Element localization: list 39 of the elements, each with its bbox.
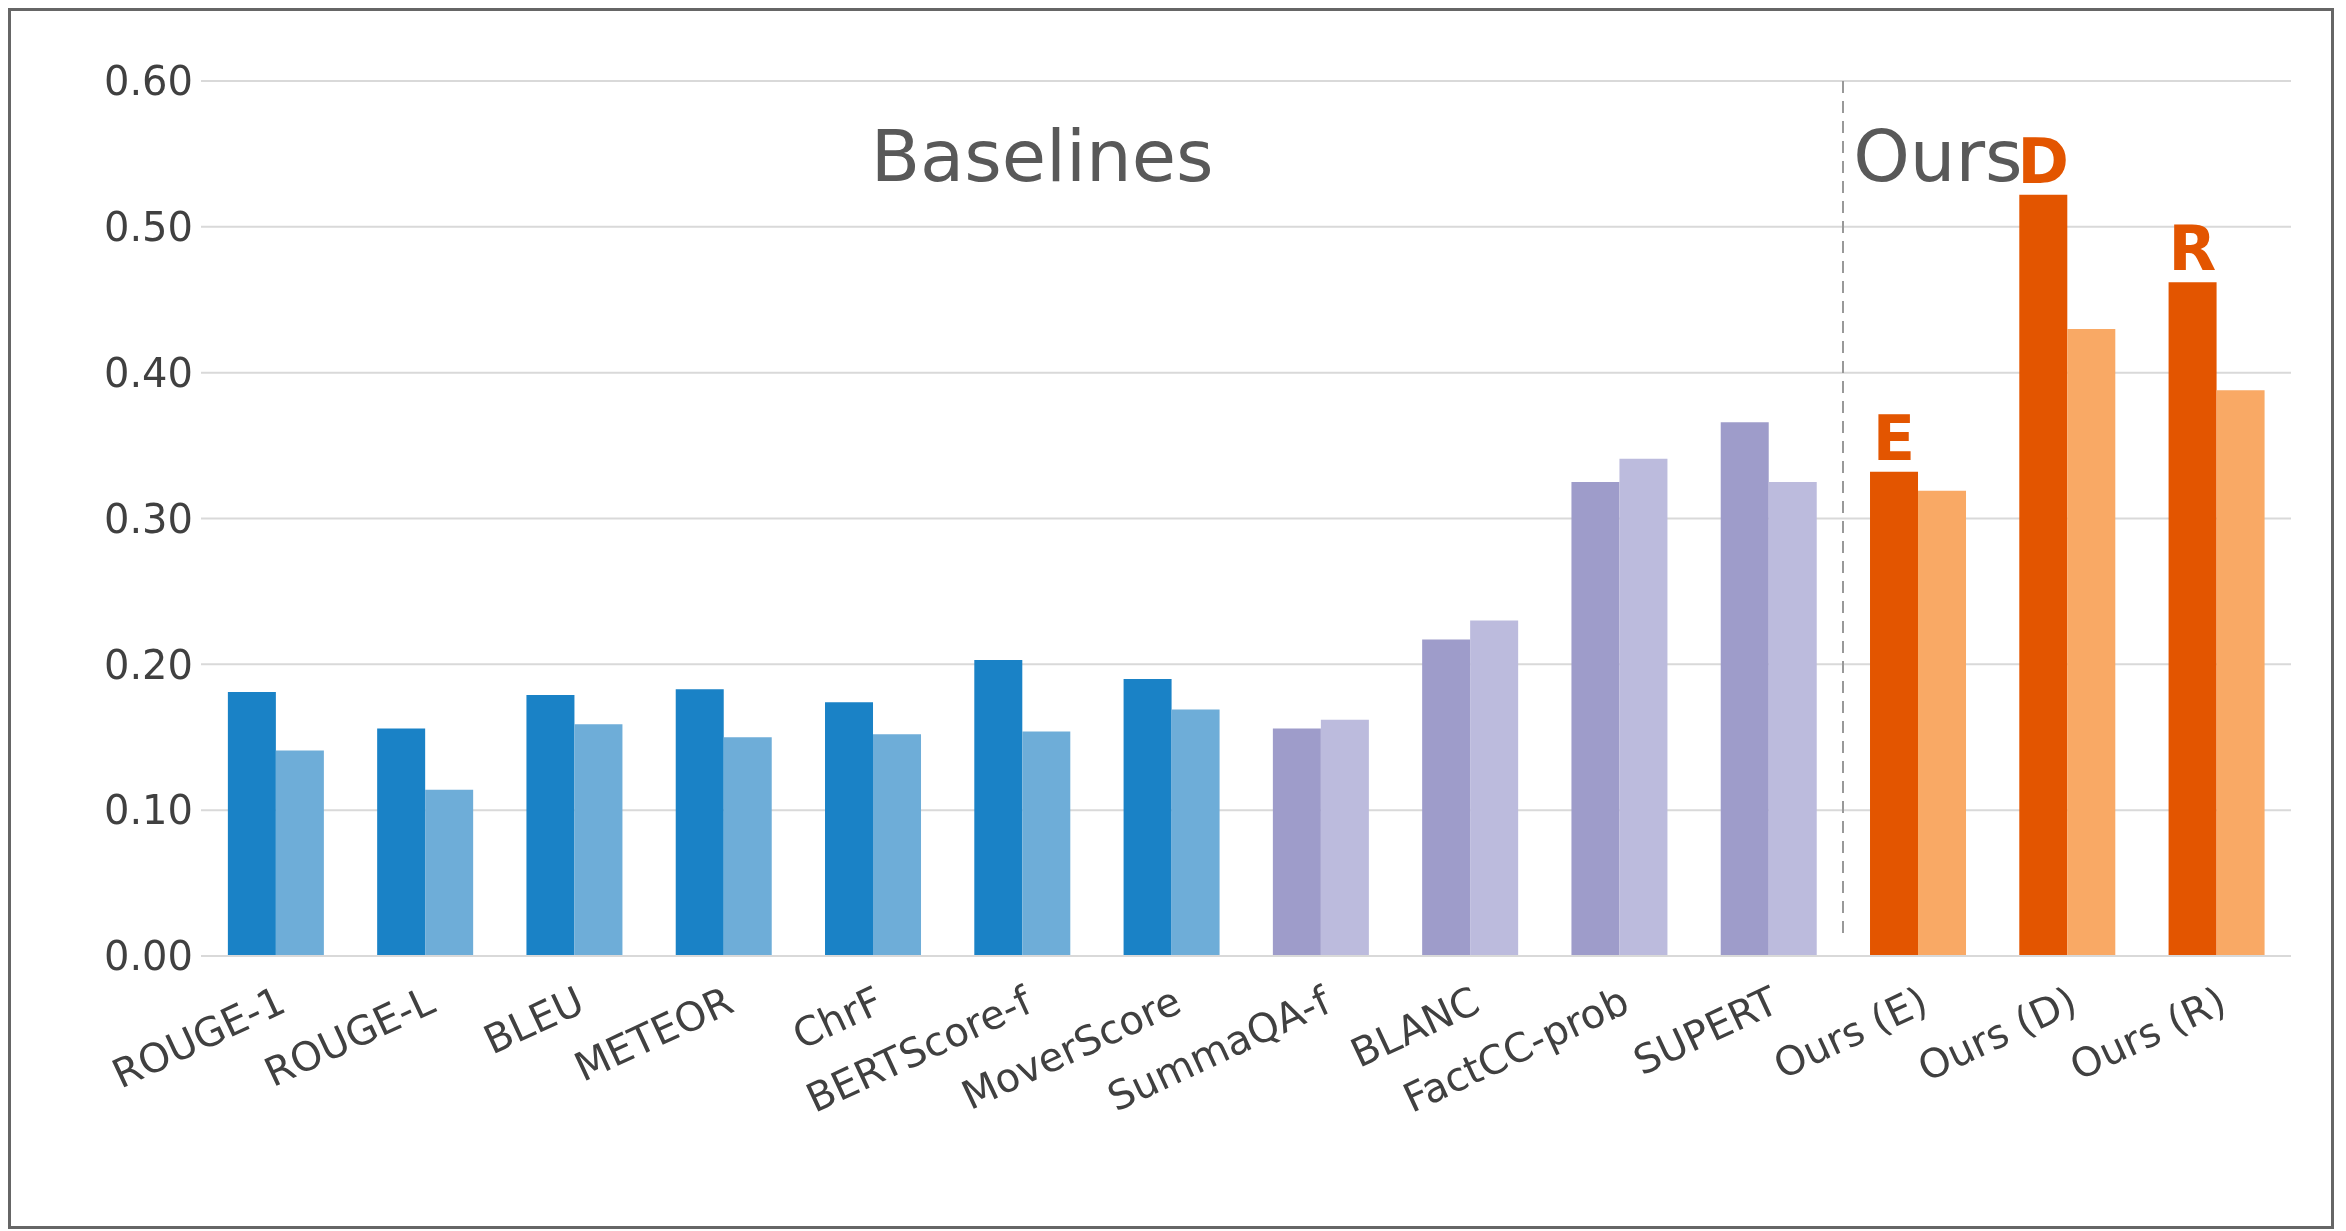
annotation: Ours (1853, 114, 2023, 198)
bar (526, 694, 575, 956)
bar (825, 702, 874, 956)
bar (974, 659, 1023, 956)
bar (227, 692, 276, 956)
bar (2216, 390, 2265, 956)
bar (1320, 719, 1369, 956)
y-tick-label: 0.40 (103, 349, 193, 396)
bar (1720, 422, 1769, 956)
bar (275, 750, 324, 956)
bar (1422, 639, 1471, 956)
y-tick-label: 0.60 (103, 58, 193, 105)
y-tick-label: 0.20 (103, 641, 193, 688)
bar (675, 689, 724, 956)
bar (1470, 620, 1519, 956)
bar (1768, 482, 1817, 956)
bar (1022, 731, 1071, 956)
annotation: Baselines (870, 114, 1214, 198)
bar (2019, 194, 2068, 956)
bar (1123, 678, 1172, 956)
y-tick-label: 0.50 (103, 204, 193, 251)
y-tick-label: 0.30 (103, 495, 193, 542)
bar (2168, 282, 2217, 956)
bar (1870, 471, 1919, 956)
bar (723, 737, 772, 956)
bar (425, 789, 474, 956)
bar (574, 724, 623, 956)
bar (1571, 482, 1620, 956)
annotation: R (2168, 212, 2217, 286)
bar (1171, 709, 1220, 956)
y-tick-label: 0.00 (103, 933, 193, 980)
bar (377, 728, 426, 956)
annotation: E (1872, 401, 1916, 475)
y-tick-label: 0.10 (103, 787, 193, 834)
bar (1619, 458, 1668, 956)
bar (2067, 328, 2116, 956)
bar (1918, 490, 1967, 956)
bar (873, 734, 922, 956)
bar (1272, 728, 1321, 956)
